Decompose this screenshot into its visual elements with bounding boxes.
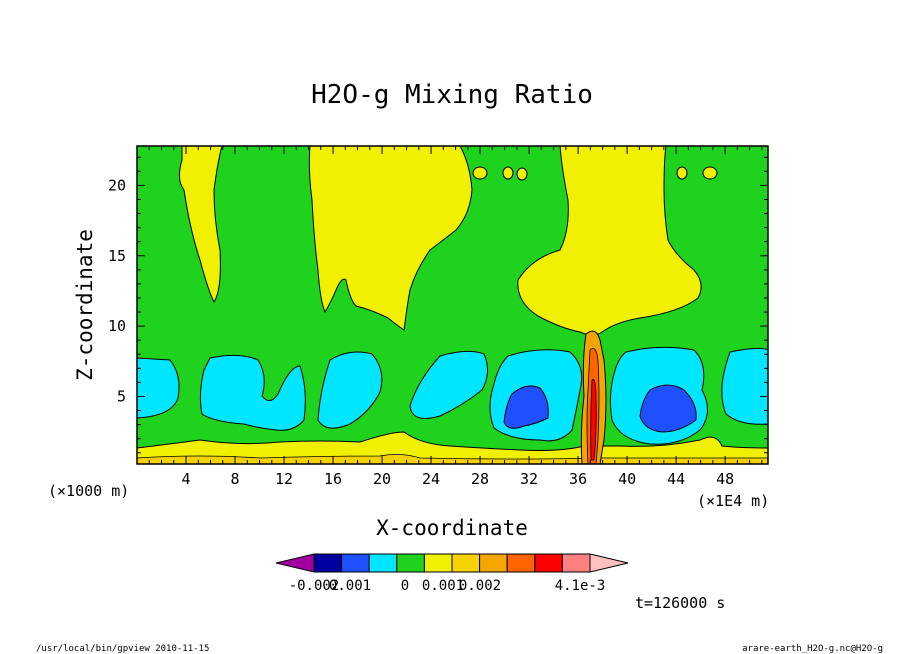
cyan-cell bbox=[136, 357, 180, 419]
surface-band-inner bbox=[136, 454, 769, 465]
time-label: t=126000 s bbox=[635, 594, 725, 612]
x-tick-labels: 4 8 12 16 20 24 28 32 36 40 44 48 bbox=[181, 470, 734, 488]
cyan-cell bbox=[409, 350, 488, 419]
yellow-blob bbox=[472, 166, 488, 180]
x-tick-label: 44 bbox=[667, 470, 685, 488]
x-tick-label: 24 bbox=[422, 470, 440, 488]
blue-core bbox=[503, 385, 549, 429]
x-tick-label: 12 bbox=[275, 470, 293, 488]
plot-frame bbox=[136, 145, 769, 465]
footer-right: arare-earth_H2O-g.nc@H2O-g bbox=[742, 644, 883, 654]
colorbar-swatch bbox=[368, 553, 398, 573]
yellow-blob bbox=[702, 166, 718, 180]
y-tick-label: 20 bbox=[108, 176, 126, 194]
colorbar-tick-label: 0.001 bbox=[329, 578, 371, 594]
x-tick-label: 20 bbox=[373, 470, 391, 488]
colorbar-over-triangle bbox=[589, 553, 629, 573]
colorbar-swatch bbox=[451, 553, 481, 573]
yellow-plume-2 bbox=[308, 145, 473, 331]
x-tick-label: 48 bbox=[716, 470, 734, 488]
chart-title: H2O-g Mixing Ratio bbox=[311, 80, 593, 110]
colorbar-tick-label: 0 bbox=[401, 578, 409, 594]
x-scale-note: (×1E4 m) bbox=[697, 492, 769, 510]
x-tick-label: 36 bbox=[569, 470, 587, 488]
colorbar-swatch bbox=[534, 553, 563, 573]
colorbar-swatch bbox=[561, 553, 591, 573]
x-tick-label: 40 bbox=[618, 470, 636, 488]
colorbar-tick-label: -0.002 bbox=[289, 578, 340, 594]
x-tick-label: 28 bbox=[471, 470, 489, 488]
yellow-blob bbox=[676, 166, 688, 180]
cyan-cell bbox=[199, 354, 306, 431]
y-axis-label: Z-coordinate bbox=[73, 229, 97, 381]
colorbar-tick-label: 0.001 bbox=[422, 578, 464, 594]
x-tick-label: 4 bbox=[181, 470, 190, 488]
y-tick-label: 10 bbox=[108, 317, 126, 335]
colorbar-swatch bbox=[396, 553, 425, 573]
y-tick-labels: 5 10 15 20 bbox=[108, 176, 126, 405]
colorbar-tick-label: 0.002 bbox=[459, 578, 501, 594]
cyan-cell bbox=[317, 351, 383, 429]
yellow-blob bbox=[516, 167, 528, 181]
yellow-plume-3 bbox=[517, 145, 702, 336]
cyan-cell bbox=[721, 347, 769, 425]
colorbar-swatch bbox=[506, 553, 536, 573]
y-tick-label: 15 bbox=[108, 247, 126, 265]
y-tick-label: 5 bbox=[117, 387, 126, 405]
yellow-blob bbox=[502, 166, 514, 180]
x-tick-label: 32 bbox=[520, 470, 538, 488]
colorbar-swatch bbox=[341, 553, 370, 573]
colorbar-swatch bbox=[479, 553, 508, 573]
colorbar-under-triangle bbox=[275, 553, 315, 573]
colorbar-swatch bbox=[313, 553, 343, 573]
tick-marks bbox=[137, 146, 768, 464]
yellow-plume-1 bbox=[178, 145, 223, 303]
x-unit-label: (×1000 m) bbox=[48, 482, 129, 500]
colorbar bbox=[275, 553, 629, 573]
footer-left: /usr/local/bin/gpview 2010-11-15 bbox=[36, 644, 209, 654]
x-tick-label: 16 bbox=[324, 470, 342, 488]
colorbar-tick-label: 4.1e-3 bbox=[555, 578, 606, 594]
plot-area bbox=[136, 145, 769, 465]
x-tick-label: 8 bbox=[231, 470, 240, 488]
colorbar-swatch bbox=[423, 553, 453, 573]
surface-band bbox=[136, 431, 769, 465]
convective-peak bbox=[590, 379, 597, 461]
x-axis-label: X-coordinate bbox=[376, 516, 528, 540]
blue-core bbox=[639, 384, 697, 433]
